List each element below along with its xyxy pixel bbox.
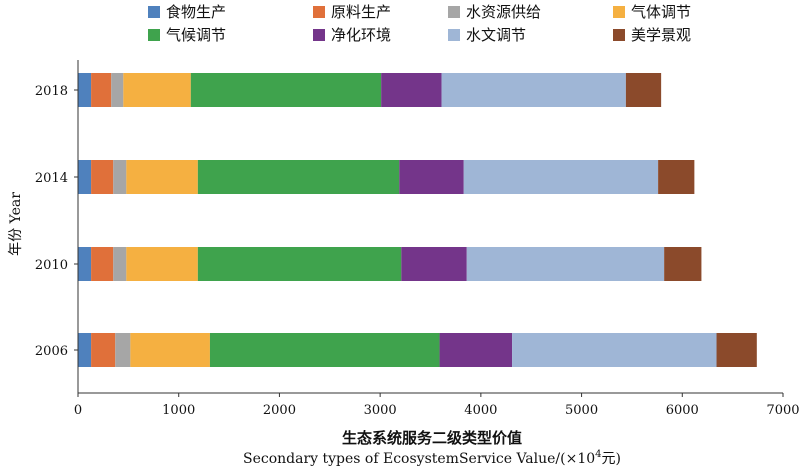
- legend-label-5: 气候调节: [166, 26, 226, 44]
- bar-2010-series-2: [91, 247, 114, 281]
- bar-2006-series-7: [512, 333, 717, 367]
- y-tick-label-2010: 2010: [35, 258, 68, 273]
- x-axis-title-en-sup: 4: [595, 449, 601, 460]
- bar-2010-series-1: [78, 247, 92, 281]
- legend-swatch-5: [148, 29, 160, 41]
- bar-2014-series-6: [399, 160, 464, 194]
- legend-label-7: 水文调节: [466, 26, 526, 44]
- bar-2010-series-4: [126, 247, 198, 281]
- legend-swatch-7: [448, 29, 460, 41]
- x-axis: 0 1000 2000 3000 4000 5000 6000 7000: [74, 392, 800, 418]
- bar-2006-series-6: [439, 333, 513, 367]
- bar-2014-series-8: [658, 160, 695, 194]
- x-tick-label-3000: 3000: [364, 403, 397, 418]
- bar-2006-series-4: [130, 333, 210, 367]
- bar-2014-series-1: [78, 160, 92, 194]
- x-axis-title-en: Secondary types of EcosystemService Valu…: [243, 449, 621, 467]
- bar-2006-series-5: [209, 333, 440, 367]
- y-tick-label-2018: 2018: [35, 84, 68, 99]
- bar-2006-series-3: [115, 333, 131, 367]
- bar-2006-series-8: [716, 333, 757, 367]
- legend-swatch-1: [148, 6, 160, 18]
- x-axis-title-zh: 生态系统服务二级类型价值: [342, 429, 522, 447]
- bar-2018-series-4: [123, 73, 191, 107]
- x-tick-label-1000: 1000: [162, 403, 195, 418]
- x-tick-label-0: 0: [74, 403, 82, 418]
- x-tick-label-2000: 2000: [263, 403, 296, 418]
- x-tick-label-6000: 6000: [666, 403, 699, 418]
- bar-2010-series-3: [113, 247, 127, 281]
- bars: [78, 73, 757, 367]
- legend-swatch-2: [313, 6, 325, 18]
- legend-swatch-3: [448, 6, 460, 18]
- legend-label-6: 净化环境: [331, 26, 391, 44]
- bar-2010-series-7: [466, 247, 665, 281]
- bar-2018-series-8: [625, 73, 662, 107]
- legend-label-8: 美学景观: [631, 26, 691, 44]
- legend-label-3: 水资源供给: [466, 3, 541, 21]
- y-tick-label-2006: 2006: [35, 344, 68, 359]
- bar-2010-series-6: [401, 247, 467, 281]
- legend-label-4: 气体调节: [631, 3, 691, 21]
- bar-2010-series-8: [664, 247, 702, 281]
- y-axis: 2018 2014 2010 2006: [35, 60, 79, 393]
- x-tick-label-7000: 7000: [766, 403, 799, 418]
- bar-2014-series-3: [113, 160, 127, 194]
- bar-2018-series-3: [111, 73, 124, 107]
- x-axis-title-en-unit: 元): [602, 451, 621, 467]
- x-tick-label-5000: 5000: [565, 403, 598, 418]
- x-axis-title-en-main: Secondary types of EcosystemService Valu…: [243, 451, 595, 467]
- bar-2014-series-5: [197, 160, 400, 194]
- legend-label-1: 食物生产: [166, 3, 226, 21]
- bar-2006-series-1: [78, 333, 92, 367]
- bar-2018-series-6: [381, 73, 442, 107]
- x-tick-label-4000: 4000: [464, 403, 497, 418]
- legend-label-2: 原料生产: [331, 3, 391, 21]
- y-axis-title: 年份 Year: [8, 192, 24, 256]
- y-tick-label-2014: 2014: [35, 171, 68, 186]
- bar-2014-series-4: [126, 160, 198, 194]
- bar-2018-series-1: [78, 73, 92, 107]
- bar-2010-series-5: [197, 247, 402, 281]
- bar-2018-series-5: [190, 73, 382, 107]
- bar-2018-series-7: [441, 73, 626, 107]
- legend-swatch-8: [613, 29, 625, 41]
- legend-swatch-4: [613, 6, 625, 18]
- bar-2014-series-2: [91, 160, 114, 194]
- bar-2006-series-2: [91, 333, 116, 367]
- legend-swatch-6: [313, 29, 325, 41]
- bar-2018-series-2: [91, 73, 112, 107]
- bar-2014-series-7: [463, 160, 659, 194]
